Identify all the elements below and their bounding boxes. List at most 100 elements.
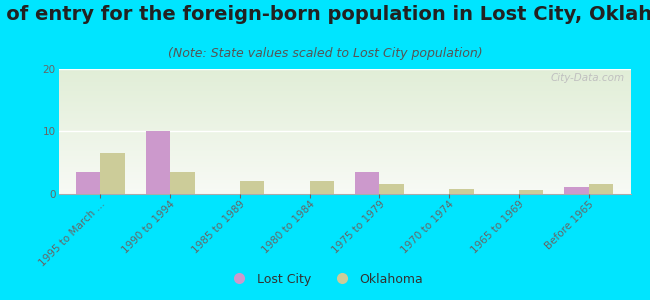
- Bar: [76, 172, 100, 194]
- Bar: [58, 107, 630, 108]
- Bar: [58, 192, 630, 193]
- Bar: [58, 95, 630, 96]
- Bar: [58, 172, 630, 173]
- Bar: [58, 184, 630, 185]
- Bar: [58, 162, 630, 163]
- Bar: [58, 182, 630, 183]
- Bar: [58, 143, 630, 144]
- Bar: [58, 115, 630, 116]
- Bar: [58, 121, 630, 122]
- Bar: [58, 69, 630, 70]
- Bar: [146, 131, 170, 194]
- Bar: [309, 181, 334, 194]
- Bar: [58, 75, 630, 76]
- Bar: [58, 119, 630, 120]
- Bar: [58, 191, 630, 192]
- Bar: [58, 167, 630, 168]
- Bar: [58, 145, 630, 146]
- Bar: [58, 110, 630, 111]
- Bar: [58, 152, 630, 153]
- Bar: [58, 104, 630, 105]
- Bar: [58, 108, 630, 109]
- Bar: [58, 148, 630, 149]
- Bar: [58, 171, 630, 172]
- Bar: [58, 70, 630, 71]
- Bar: [58, 86, 630, 87]
- Bar: [58, 83, 630, 84]
- Bar: [58, 189, 630, 190]
- Bar: [58, 136, 630, 137]
- Bar: [58, 164, 630, 165]
- Bar: [58, 123, 630, 124]
- Bar: [58, 141, 630, 142]
- Bar: [58, 117, 630, 118]
- Bar: [519, 190, 543, 194]
- Bar: [58, 150, 630, 151]
- Bar: [58, 157, 630, 158]
- Legend: Lost City, Oklahoma: Lost City, Oklahoma: [222, 268, 428, 291]
- Bar: [589, 184, 613, 194]
- Bar: [58, 149, 630, 150]
- Bar: [58, 140, 630, 141]
- Bar: [58, 188, 630, 189]
- Bar: [58, 100, 630, 101]
- Bar: [58, 129, 630, 130]
- Bar: [58, 124, 630, 125]
- Bar: [58, 144, 630, 145]
- Bar: [58, 96, 630, 97]
- Bar: [58, 190, 630, 191]
- Bar: [58, 168, 630, 169]
- Bar: [58, 193, 630, 194]
- Bar: [58, 72, 630, 73]
- Bar: [58, 155, 630, 156]
- Bar: [58, 186, 630, 187]
- Bar: [58, 77, 630, 78]
- Bar: [58, 93, 630, 94]
- Bar: [58, 122, 630, 123]
- Text: (Note: State values scaled to Lost City population): (Note: State values scaled to Lost City …: [168, 46, 482, 59]
- Bar: [58, 160, 630, 161]
- Bar: [58, 179, 630, 180]
- Bar: [58, 135, 630, 136]
- Bar: [58, 118, 630, 119]
- Bar: [58, 101, 630, 102]
- Bar: [58, 133, 630, 134]
- Bar: [58, 82, 630, 83]
- Text: Year of entry for the foreign-born population in Lost City, Oklahoma: Year of entry for the foreign-born popul…: [0, 4, 650, 23]
- Bar: [58, 132, 630, 133]
- Bar: [58, 185, 630, 186]
- Bar: [58, 147, 630, 148]
- Bar: [58, 154, 630, 155]
- Bar: [380, 184, 404, 194]
- Bar: [58, 120, 630, 121]
- Bar: [58, 131, 630, 132]
- Bar: [58, 97, 630, 98]
- Bar: [58, 85, 630, 86]
- Bar: [58, 78, 630, 79]
- Bar: [58, 169, 630, 170]
- Bar: [58, 80, 630, 81]
- Bar: [170, 172, 194, 194]
- Bar: [58, 153, 630, 154]
- Bar: [58, 94, 630, 95]
- Bar: [58, 90, 630, 91]
- Bar: [58, 128, 630, 129]
- Bar: [58, 158, 630, 159]
- Bar: [58, 126, 630, 127]
- Bar: [58, 151, 630, 152]
- Bar: [58, 79, 630, 80]
- Bar: [58, 176, 630, 177]
- Bar: [58, 170, 630, 171]
- Bar: [58, 181, 630, 182]
- Bar: [58, 71, 630, 72]
- Bar: [58, 112, 630, 113]
- Bar: [58, 84, 630, 85]
- Text: City-Data.com: City-Data.com: [551, 73, 625, 83]
- Bar: [58, 161, 630, 162]
- Bar: [58, 81, 630, 82]
- Bar: [58, 173, 630, 174]
- Bar: [58, 125, 630, 126]
- Bar: [58, 146, 630, 147]
- Bar: [58, 74, 630, 75]
- Bar: [58, 106, 630, 107]
